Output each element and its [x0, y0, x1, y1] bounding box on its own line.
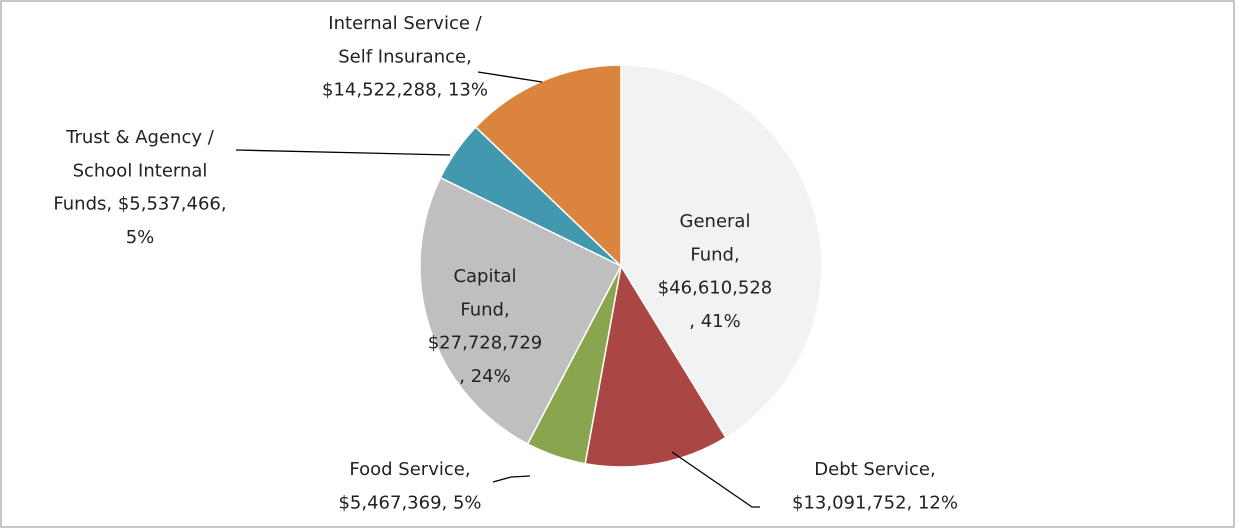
data-label: , 24% — [459, 366, 510, 387]
leader-line — [477, 71, 543, 83]
data-label: $14,522,288, 13% — [322, 80, 488, 101]
data-label: $46,610,528 — [658, 278, 773, 299]
data-label: Fund, — [460, 299, 509, 320]
pie-slice — [584, 263, 727, 468]
leader-line — [492, 475, 531, 483]
data-label: $13,091,752, 12% — [792, 492, 958, 513]
data-label: Fund, — [690, 244, 739, 265]
data-label: Trust & Agency / — [65, 127, 215, 148]
leader-line — [235, 149, 451, 156]
data-labels: General Fund, $46,610,528 , 41% Debt Service… — [53, 13, 958, 513]
data-label: School Internal — [73, 160, 208, 181]
pie-slice — [620, 64, 823, 439]
pie-slice — [474, 64, 622, 268]
data-label: Funds, $5,537,466, — [53, 194, 226, 215]
data-label: $5,467,369, 5% — [338, 492, 481, 513]
data-label: $27,728,729 — [428, 333, 543, 354]
data-label: Internal Service / — [328, 13, 482, 34]
data-label: , 41% — [689, 311, 740, 332]
leader-line — [671, 451, 760, 508]
data-label: Debt Service, — [814, 459, 935, 480]
data-label: Food Service, — [349, 459, 470, 480]
data-label: General — [680, 211, 751, 232]
data-label: 5% — [126, 227, 155, 248]
pie-slice — [419, 176, 623, 445]
data-label: Capital — [453, 266, 516, 287]
data-label: Self Insurance, — [338, 46, 472, 67]
leader-lines — [235, 71, 760, 508]
pie — [419, 64, 823, 468]
